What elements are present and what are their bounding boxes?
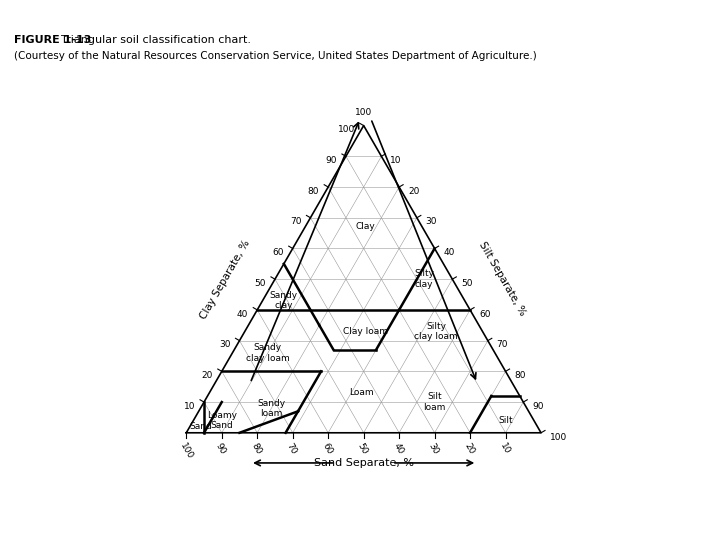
Text: Clay: Clay (356, 222, 375, 232)
Text: Sandy
loam: Sandy loam (257, 399, 286, 418)
Text: 10: 10 (184, 402, 195, 411)
Text: Silt: Silt (498, 416, 513, 425)
Text: Sandy
clay loam: Sandy clay loam (246, 343, 289, 363)
Text: 20: 20 (462, 442, 476, 456)
Text: Jerry A. Nathanson | Richard A. Schneider: Jerry A. Nathanson | Richard A. Schneide… (122, 526, 310, 535)
Text: 20: 20 (202, 371, 213, 380)
Text: 60: 60 (479, 309, 490, 319)
Text: Triangular soil classification chart.: Triangular soil classification chart. (61, 35, 251, 45)
Text: 70: 70 (290, 218, 302, 226)
Text: 40: 40 (237, 309, 248, 319)
Text: 100: 100 (338, 125, 355, 134)
Text: Loam: Loam (350, 388, 374, 397)
Text: 30: 30 (219, 340, 230, 349)
Text: Copyright © 2015 by Pearson Education, Inc: Copyright © 2015 by Pearson Education, I… (418, 510, 619, 519)
Text: 70: 70 (285, 442, 299, 456)
Text: Clay Separate, %: Clay Separate, % (199, 238, 252, 321)
Text: , Sixth Edition: , Sixth Edition (212, 510, 276, 519)
Text: FIGURE 1-13: FIGURE 1-13 (14, 35, 91, 45)
Text: 30: 30 (427, 442, 441, 456)
Text: 100: 100 (355, 107, 372, 117)
Text: 50: 50 (356, 442, 369, 456)
Text: 40: 40 (444, 248, 455, 257)
Text: Loamy
Sand: Loamy Sand (207, 411, 237, 430)
Text: 90: 90 (532, 402, 544, 411)
Text: ALWAYS LEARNING: ALWAYS LEARNING (22, 512, 125, 522)
Text: 40: 40 (392, 442, 405, 456)
Text: Sand: Sand (189, 422, 212, 431)
Text: 20: 20 (408, 187, 419, 196)
Text: (Courtesy of the Natural Resources Conservation Service, United States Departmen: (Courtesy of the Natural Resources Conse… (14, 51, 537, 62)
Text: 70: 70 (497, 340, 508, 349)
Text: 100: 100 (179, 442, 195, 461)
Text: 80: 80 (514, 371, 526, 380)
Text: Basic Environmental Technology: Basic Environmental Technology (143, 510, 289, 519)
Text: 30: 30 (426, 218, 437, 226)
Text: Silty
clay: Silty clay (414, 269, 434, 289)
Text: 90: 90 (214, 442, 228, 456)
Text: 80: 80 (249, 442, 263, 456)
Text: 60: 60 (320, 442, 334, 456)
Text: 90: 90 (325, 156, 337, 165)
Text: Clay loam: Clay loam (343, 327, 388, 336)
Text: 10: 10 (498, 442, 511, 456)
Text: 100: 100 (550, 433, 567, 442)
Text: 10: 10 (390, 156, 402, 165)
Text: 80: 80 (308, 187, 319, 196)
Text: Silty
clay loam: Silty clay loam (415, 322, 458, 341)
Text: 60: 60 (272, 248, 284, 257)
Text: Silt
loam: Silt loam (423, 393, 446, 412)
Text: Silt Separate, %: Silt Separate, % (477, 240, 527, 318)
Text: Sandy
clay: Sandy clay (270, 291, 298, 310)
Text: 50: 50 (255, 279, 266, 288)
Text: Sand Separate, %: Sand Separate, % (314, 458, 414, 468)
Text: All Rights Reserved: All Rights Reserved (474, 526, 562, 535)
Text: 50: 50 (462, 279, 473, 288)
